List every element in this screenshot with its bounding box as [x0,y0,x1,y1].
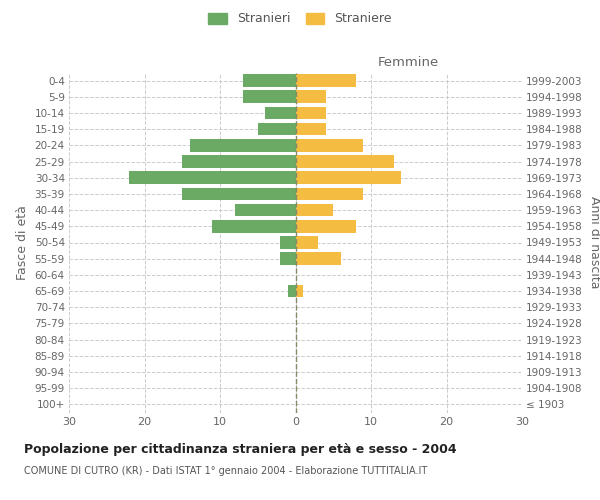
Bar [296,123,326,136]
Bar [296,74,356,87]
Bar [288,285,296,298]
Legend: Stranieri, Straniere: Stranieri, Straniere [205,8,395,29]
Bar [296,90,326,103]
Bar [280,236,296,249]
Text: Femmine: Femmine [378,56,439,69]
Bar [296,204,333,216]
Bar [280,252,296,265]
Bar [212,220,296,232]
Text: Popolazione per cittadinanza straniera per età e sesso - 2004: Popolazione per cittadinanza straniera p… [24,442,457,456]
Text: COMUNE DI CUTRO (KR) - Dati ISTAT 1° gennaio 2004 - Elaborazione TUTTITALIA.IT: COMUNE DI CUTRO (KR) - Dati ISTAT 1° gen… [24,466,427,476]
Bar [296,172,401,184]
Bar [190,139,296,151]
Bar [235,204,296,216]
Bar [130,172,296,184]
Bar [265,106,296,120]
Y-axis label: Anni di nascita: Anni di nascita [589,196,600,288]
Bar [296,220,356,232]
Bar [242,90,296,103]
Bar [296,106,326,120]
Bar [296,188,364,200]
Bar [296,155,394,168]
Bar [296,139,364,151]
Bar [242,74,296,87]
Bar [296,252,341,265]
Bar [296,285,303,298]
Bar [258,123,296,136]
Y-axis label: Fasce di età: Fasce di età [16,205,29,280]
Bar [182,188,296,200]
Bar [296,236,318,249]
Bar [182,155,296,168]
